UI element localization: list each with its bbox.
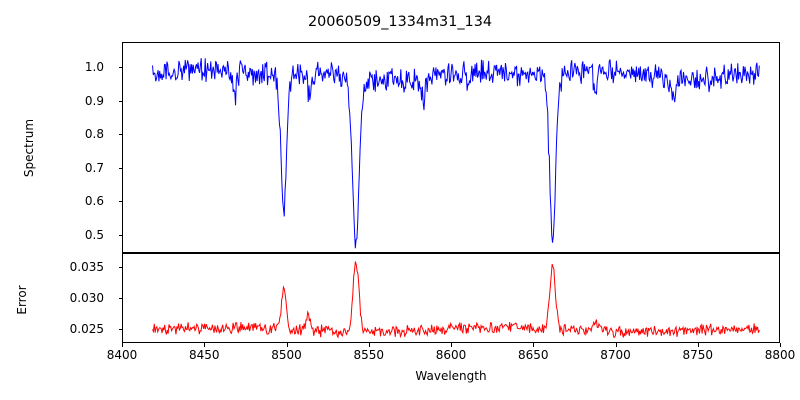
spectrum-ytick-label: 0.5 (84, 227, 104, 242)
error-plot-area (123, 254, 779, 342)
error-ytick-mark (118, 298, 122, 299)
xtick-mark (286, 343, 288, 347)
spectrum-ytick-label: 0.9 (84, 93, 104, 108)
spectrum-ytick-mark (118, 234, 122, 236)
xtick-mark (204, 343, 206, 347)
error-axes (122, 253, 780, 343)
xtick-mark (451, 343, 452, 347)
spectrum-data-line (153, 58, 760, 248)
spectrum-ytick-label: 0.7 (84, 160, 104, 175)
xtick-mark (615, 343, 617, 347)
xtick-mark (368, 343, 370, 347)
spectrum-plot-area (123, 43, 779, 252)
spectrum-ytick-label: 0.6 (84, 194, 104, 209)
error-ytick-mark (118, 329, 122, 331)
error-ytick-mark (118, 266, 122, 268)
xtick-label: 8450 (189, 348, 220, 362)
xtick-label: 8800 (764, 348, 796, 362)
error-ytick-label: 0.025 (69, 322, 104, 337)
error-ytick-label: 0.035 (69, 259, 104, 274)
spectrum-ytick-labels: 0.5 0.6 0.7 0.8 0.9 1.0 (0, 42, 112, 253)
xtick-mark (697, 343, 699, 347)
error-data-line (153, 262, 760, 338)
spectrum-ytick-label: 0.8 (84, 127, 104, 142)
error-ytick-labels: 0.025 0.030 0.035 (0, 253, 112, 343)
xtick-mark (533, 343, 535, 347)
spectrum-ytick-mark (118, 167, 122, 169)
figure-title: 20060509_1334m31_134 (307, 14, 493, 30)
xtick-label: 8600 (435, 348, 467, 362)
error-y-axis-label: Error (15, 285, 29, 315)
spectrum-ytick-mark (118, 201, 122, 203)
xtick-label: 8750 (682, 348, 714, 362)
x-axis-label: Wavelength (415, 369, 487, 383)
error-ytick-label: 0.030 (69, 291, 104, 305)
spectrum-axes (122, 42, 780, 253)
xtick-label: 8400 (106, 348, 138, 362)
xtick-label: 8550 (353, 348, 385, 362)
spectrum-ytick-mark (118, 134, 122, 136)
spectrum-y-axis-label: Spectrum (22, 118, 36, 177)
spectrum-ytick-label: 1.0 (84, 60, 104, 75)
xtick-label: 8700 (600, 348, 631, 362)
spectrum-ytick-mark (118, 67, 122, 69)
xtick-label: 8500 (271, 348, 302, 362)
xtick-mark (780, 343, 781, 347)
spectrum-ytick-mark (118, 100, 122, 102)
xtick-mark (122, 343, 123, 347)
xtick-label: 8650 (518, 348, 549, 362)
